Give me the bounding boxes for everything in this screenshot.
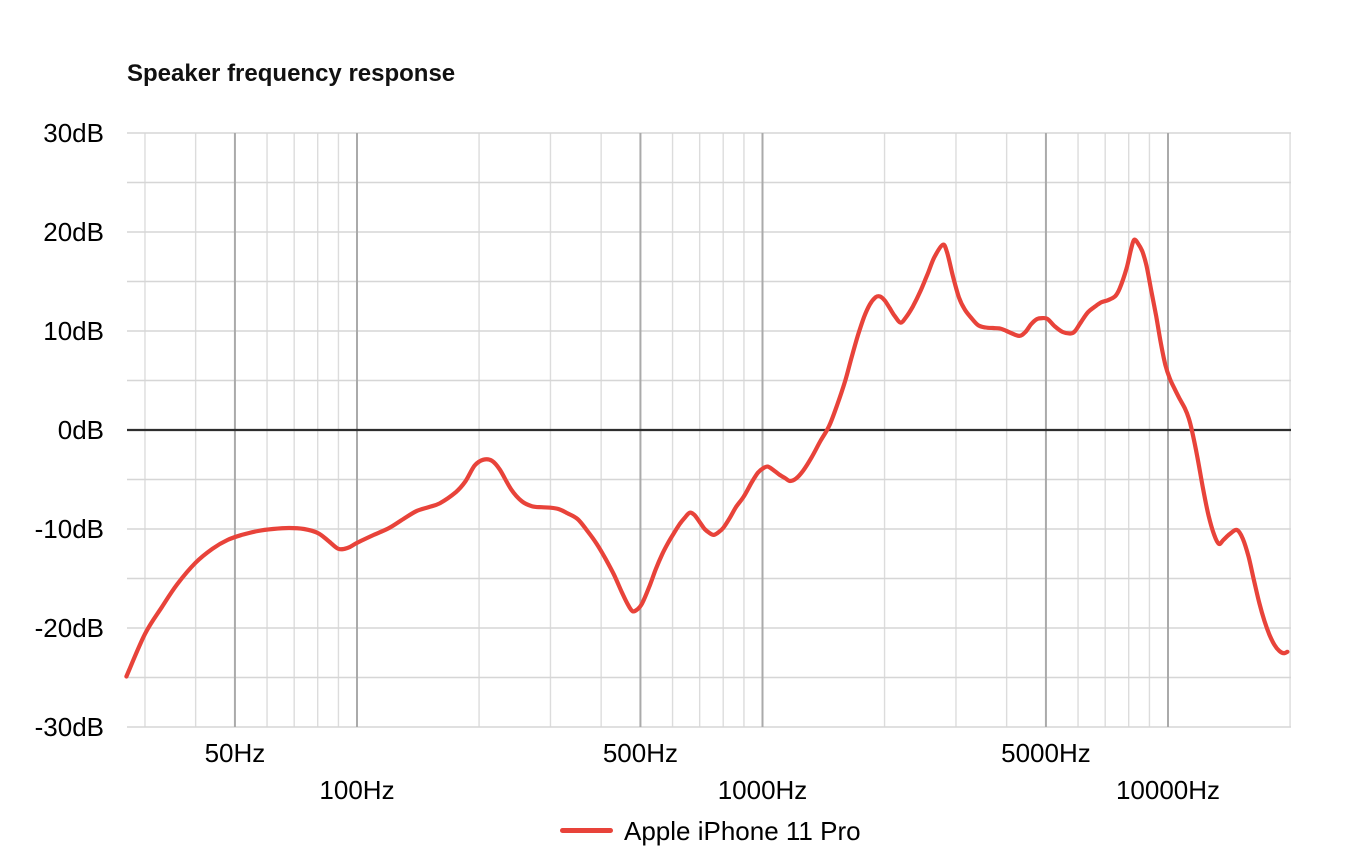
chart-title: Speaker frequency response	[127, 60, 456, 87]
x-axis-tick-label: 10000Hz	[1115, 775, 1221, 805]
legend-line-swatch	[560, 828, 613, 833]
legend-series-label: Apple iPhone 11 Pro	[624, 816, 861, 846]
y-axis-tick-label: 0dB	[57, 415, 104, 445]
y-axis-tick-label: 30dB	[43, 118, 104, 148]
y-axis-tick-label: -20dB	[34, 613, 104, 643]
x-axis-tick-label: 50Hz	[204, 738, 266, 768]
y-axis-tick-label: 10dB	[43, 316, 104, 346]
y-axis-tick-label: -30dB	[34, 712, 104, 742]
x-axis-tick-label: 500Hz	[602, 738, 678, 768]
x-axis-tick-label: 1000Hz	[717, 775, 808, 805]
x-axis-tick-label: 100Hz	[319, 775, 395, 805]
frequency-response-curve	[124, 237, 1290, 679]
x-axis-tick-label: 5000Hz	[1001, 738, 1091, 768]
y-axis-tick-label: -10dB	[34, 514, 104, 544]
y-axis-tick-label: 20dB	[43, 217, 104, 247]
